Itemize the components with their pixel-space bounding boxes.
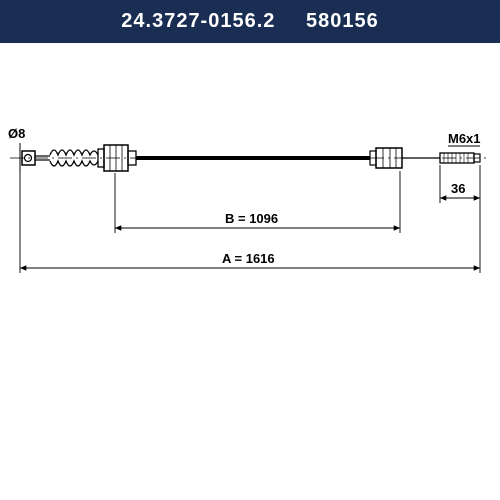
technical-drawing: Ø8: [0, 63, 500, 363]
part-code: 580156: [306, 10, 379, 32]
diameter-label: Ø8: [8, 126, 25, 141]
dim-end-label: 36: [451, 181, 465, 196]
dim-a-label: A = 1616: [222, 251, 275, 266]
title-bar: 24.3727-0156.2 580156: [0, 0, 500, 43]
dim-b-label: B = 1096: [225, 211, 278, 226]
thread-label: M6x1: [448, 131, 481, 146]
part-number: 24.3727-0156.2: [121, 10, 275, 32]
